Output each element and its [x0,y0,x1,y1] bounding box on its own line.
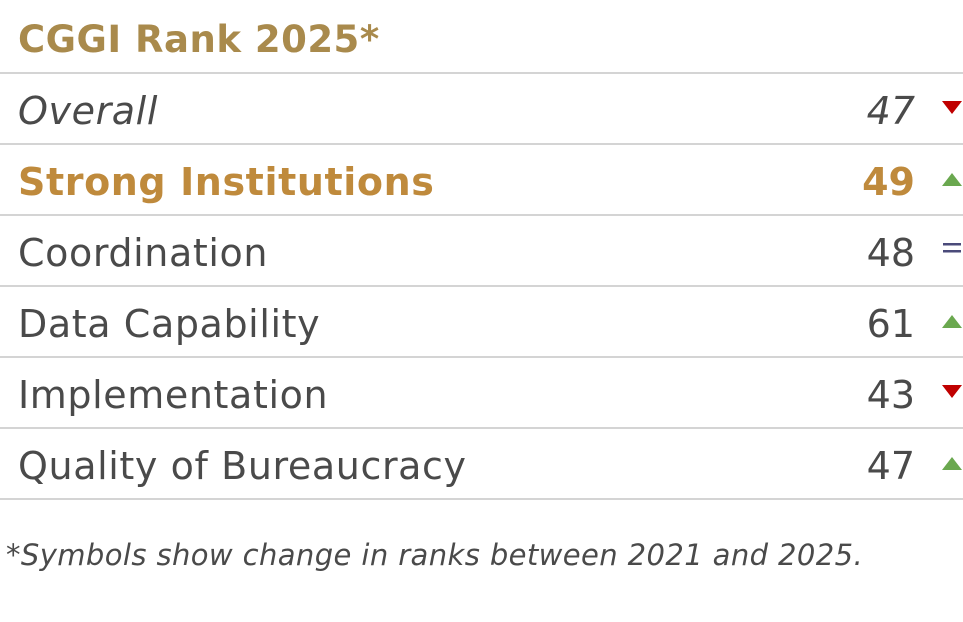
row-label: Quality of Bureaucracy [18,444,467,488]
rank-row-data-capability: Data Capability 61 [0,287,963,358]
row-label: Data Capability [18,302,321,346]
row-label: Implementation [18,373,329,417]
row-label: Overall [18,89,159,133]
equals-icon [941,242,963,258]
row-rank: 61 [866,302,915,346]
triangle-down-icon [941,100,963,116]
row-label: Strong Institutions [18,160,435,204]
row-rank: 49 [862,160,915,204]
rank-row-quality-of-bureaucracy: Quality of Bureaucracy 47 [0,429,963,500]
triangle-up-icon [941,455,963,471]
rank-row-implementation: Implementation 43 [0,358,963,429]
rank-row-overall: Overall 47 [0,74,963,145]
title-text: CGGI Rank 2025 [18,18,360,61]
triangle-down-icon [941,384,963,400]
row-rank: 47 [866,444,915,488]
row-label: Coordination [18,231,269,275]
rank-row-coordination: Coordination 48 [0,216,963,287]
row-rank: 43 [866,373,915,417]
triangle-up-icon [941,171,963,187]
panel-title: CGGI Rank 2025* [0,0,963,74]
triangle-up-icon [941,313,963,329]
footnote: *Symbols show change in ranks between 20… [6,538,864,572]
title-asterisk: * [359,18,380,61]
row-rank: 47 [866,89,915,133]
row-rank: 48 [866,231,915,275]
cggi-rank-panel: CGGI Rank 2025* Overall 47 Strong Instit… [0,0,963,500]
rank-row-strong-institutions: Strong Institutions 49 [0,145,963,216]
